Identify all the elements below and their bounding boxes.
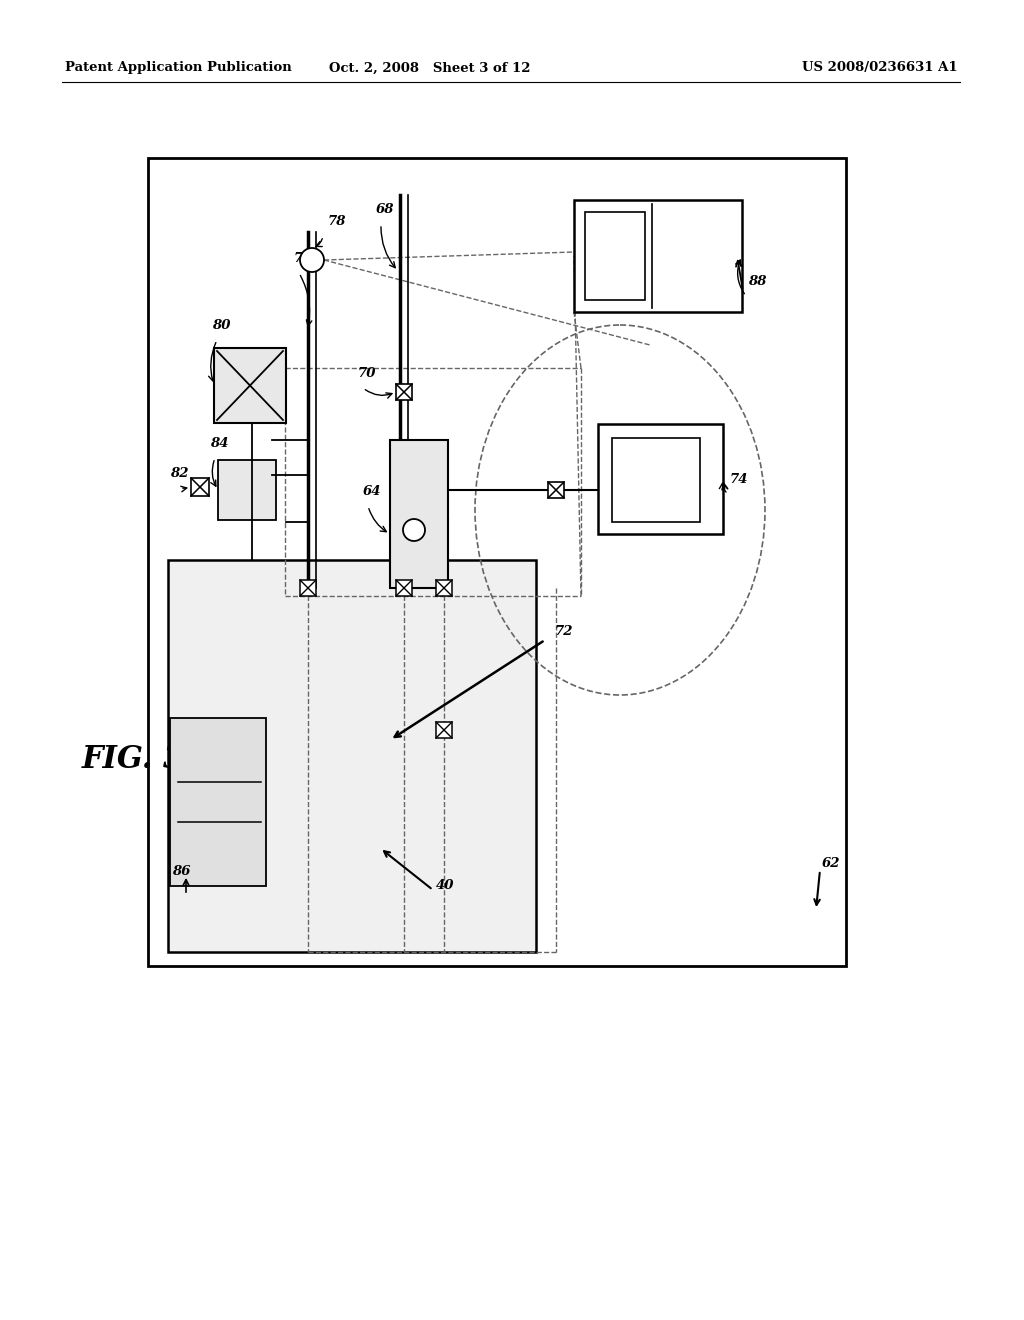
Text: 84: 84 [210, 437, 228, 450]
Text: 78: 78 [328, 215, 346, 228]
Text: Oct. 2, 2008   Sheet 3 of 12: Oct. 2, 2008 Sheet 3 of 12 [330, 62, 530, 74]
Text: 64: 64 [362, 484, 382, 498]
Text: 62: 62 [822, 857, 841, 870]
Bar [436, 579, 452, 597]
Bar [170, 718, 266, 886]
Text: 88: 88 [748, 275, 767, 288]
Text: 72: 72 [555, 624, 573, 638]
Text: Patent Application Publication: Patent Application Publication [65, 62, 292, 74]
Bar [396, 579, 412, 597]
Text: 68: 68 [376, 203, 394, 216]
Text: 40: 40 [436, 879, 455, 892]
Bar [191, 478, 209, 496]
Bar [548, 482, 564, 498]
Bar [214, 348, 286, 422]
Text: 66: 66 [432, 519, 451, 532]
Bar [574, 201, 742, 312]
Bar [585, 213, 645, 300]
Bar [218, 459, 276, 520]
Text: 80: 80 [212, 319, 230, 333]
Circle shape [300, 248, 324, 272]
Text: 86: 86 [172, 865, 190, 878]
Circle shape [403, 519, 425, 541]
Bar [148, 158, 846, 966]
Bar [300, 579, 316, 597]
Bar [436, 722, 452, 738]
Bar [612, 438, 700, 521]
Bar [390, 440, 449, 587]
Text: FIG. 3: FIG. 3 [82, 744, 185, 776]
Text: 74: 74 [730, 473, 749, 486]
Bar [598, 424, 723, 535]
Text: 70: 70 [358, 367, 377, 380]
Text: 76: 76 [294, 252, 312, 265]
Bar [168, 560, 536, 952]
Bar [396, 384, 412, 400]
Text: US 2008/0236631 A1: US 2008/0236631 A1 [803, 62, 958, 74]
Text: 82: 82 [170, 467, 188, 480]
